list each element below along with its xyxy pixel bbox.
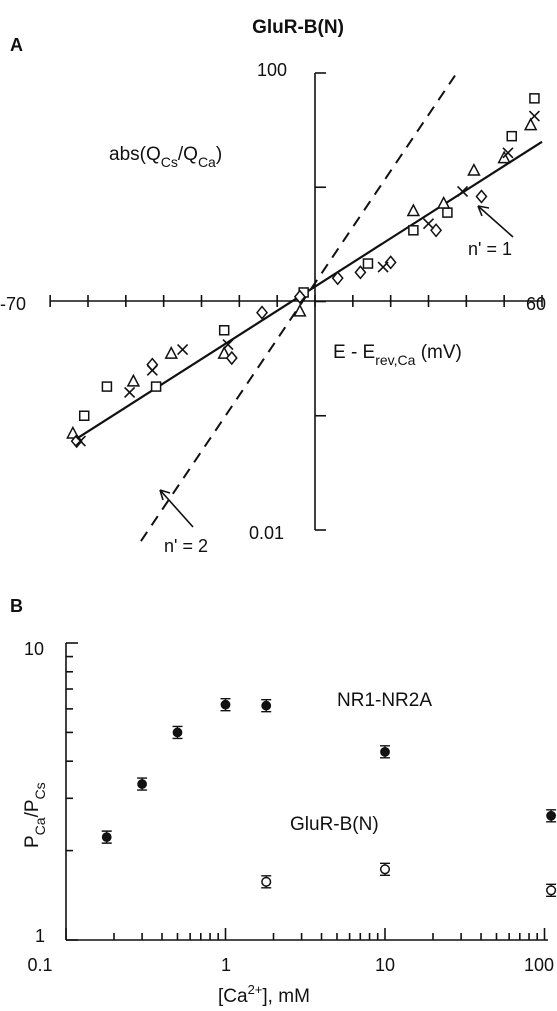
square-marker [442,207,453,218]
open-circle-marker [546,885,557,896]
panel-b-ytick-bottom: 1 [35,926,45,946]
square-marker [101,381,113,392]
x-marker [502,147,514,159]
filled-circle-marker [380,746,390,757]
x-marker [222,338,234,351]
arrow-n2-head [159,489,171,501]
panel-b-plot [65,642,557,941]
filled-circle-marker [220,699,231,710]
x-marker [177,343,189,356]
panel-a-plot [49,72,543,542]
panel-a-title: GluR-B(N) [252,17,344,38]
panel-b-ylabel: PCa/PCs [22,782,48,848]
arrow-n1-head [477,205,490,217]
square-marker [529,93,540,104]
arrow-n1 [477,205,514,238]
square-marker [78,410,90,421]
panel-a-ytick-top: 100 [257,60,287,80]
triangle-marker [406,203,421,217]
square-marker [150,381,162,392]
panel-a-ytick-bottom: 0.01 [249,523,284,543]
square-marker [408,225,419,236]
panel-b-xtick-2: 10 [375,955,395,975]
triangle-marker [467,162,481,176]
legend-label-nr1-nr2a: NR1-NR2A [337,690,432,711]
diamond-marker [70,433,83,449]
diamond-marker [146,357,159,372]
open-circle-marker [261,876,272,887]
panel-a-xtick-right: 60 [526,294,546,314]
diamond-marker [331,271,344,286]
panel-b-ytick-top: 10 [24,639,44,659]
diamond-marker [293,289,306,304]
triangle-marker [293,303,307,317]
arrow-n2 [159,489,194,528]
triangle-marker [126,373,141,387]
annotation-n2: n' = 2 [164,536,208,556]
panel-a-xtick-left: -70 [0,294,26,314]
panel-a-label: A [10,35,23,55]
filled-circle-marker [172,727,183,738]
x-marker [422,218,435,230]
square-marker [218,325,230,336]
diamond-marker [430,223,443,238]
square-marker [506,130,517,142]
filled-circle-marker [261,700,272,711]
panel-b-xlabel: [Ca2+], mM [218,982,310,1007]
panel-b-xtick-1: 1 [221,955,231,975]
filled-circle-marker [137,779,148,789]
diamond-marker [475,189,488,204]
diamond-marker [384,255,397,270]
diamond-marker [354,265,367,280]
diamond-marker [256,305,269,320]
triangle-marker [523,117,538,131]
x-marker [146,364,158,376]
triangle-marker [217,345,231,359]
filled-circle-marker [101,832,112,843]
annotation-n1: n' = 1 [468,239,512,259]
open-circle-marker [379,864,391,875]
panel-a-ylabel: abs(QCs/QCa) [109,144,222,170]
legend-label-glurb: GluR-B(N) [290,814,379,835]
x-marker [528,110,540,122]
x-marker [74,435,86,447]
panel-b-xtick-0: 0.1 [27,955,52,975]
panel-b-xtick-3: 100 [524,955,554,975]
triangle-marker [164,345,178,359]
filled-circle-marker [546,810,557,821]
x-marker [124,386,136,398]
triangle-marker [436,195,451,209]
x-marker [456,185,469,197]
panel-a-xlabel: E - Erev,Ca (mV) [333,342,462,368]
panel-b-label: B [10,596,23,616]
square-marker [362,258,374,269]
x-marker [377,261,389,273]
diamond-marker [225,350,238,366]
